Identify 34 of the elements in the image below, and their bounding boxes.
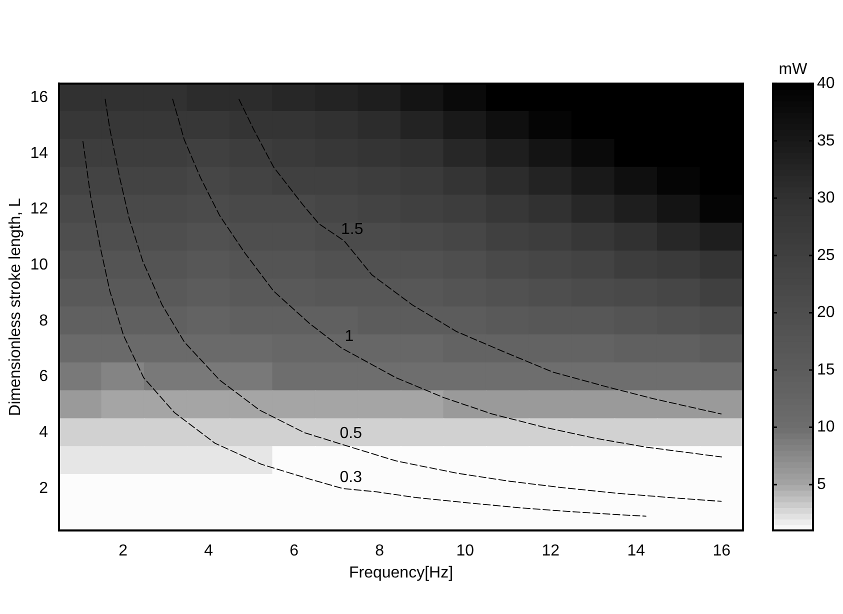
series-label: 1 (344, 328, 354, 346)
y-tick-label: 6 (39, 368, 48, 386)
color-bar-label: 20 (817, 304, 835, 322)
x-tick-label: 14 (627, 542, 646, 560)
y-axis-title: Dimensionless stroke length, L (7, 198, 24, 416)
line-series (172, 98, 722, 458)
series-label: 0.5 (340, 425, 362, 442)
series-label: 1.5 (341, 221, 364, 238)
color-bar-label: 10 (817, 418, 835, 436)
y-tick-label: 8 (39, 312, 48, 330)
line-series (238, 98, 722, 414)
color-bar-label: 25 (817, 246, 835, 264)
y-tick-label: 2 (39, 480, 48, 497)
x-tick-label: 6 (290, 542, 299, 560)
x-tick-label: 16 (712, 542, 731, 560)
x-tick-label: 8 (375, 542, 384, 560)
color-bar-label: 30 (817, 190, 835, 207)
y-tick-label: 4 (39, 424, 48, 442)
x-tick-label: 4 (204, 542, 214, 560)
line-series (82, 140, 646, 517)
series-label: 0.3 (340, 468, 362, 486)
x-tick-label: 10 (456, 542, 474, 560)
x-tick-label: 12 (542, 542, 560, 560)
color-bar-label: 35 (817, 132, 835, 150)
color-bar-label: 40 (817, 75, 835, 92)
x-axis-title: Frequency[Hz] (348, 564, 454, 582)
y-tick-label: 10 (30, 256, 48, 274)
y-tick-label: 14 (30, 144, 48, 162)
color-bar-label: 5 (817, 476, 826, 493)
x-tick-label: 2 (118, 542, 128, 560)
y-tick-label: 12 (30, 200, 48, 218)
color-bar-title: mW (778, 61, 808, 78)
y-tick-label: 16 (30, 88, 48, 106)
color-bar-label: 15 (817, 361, 835, 378)
